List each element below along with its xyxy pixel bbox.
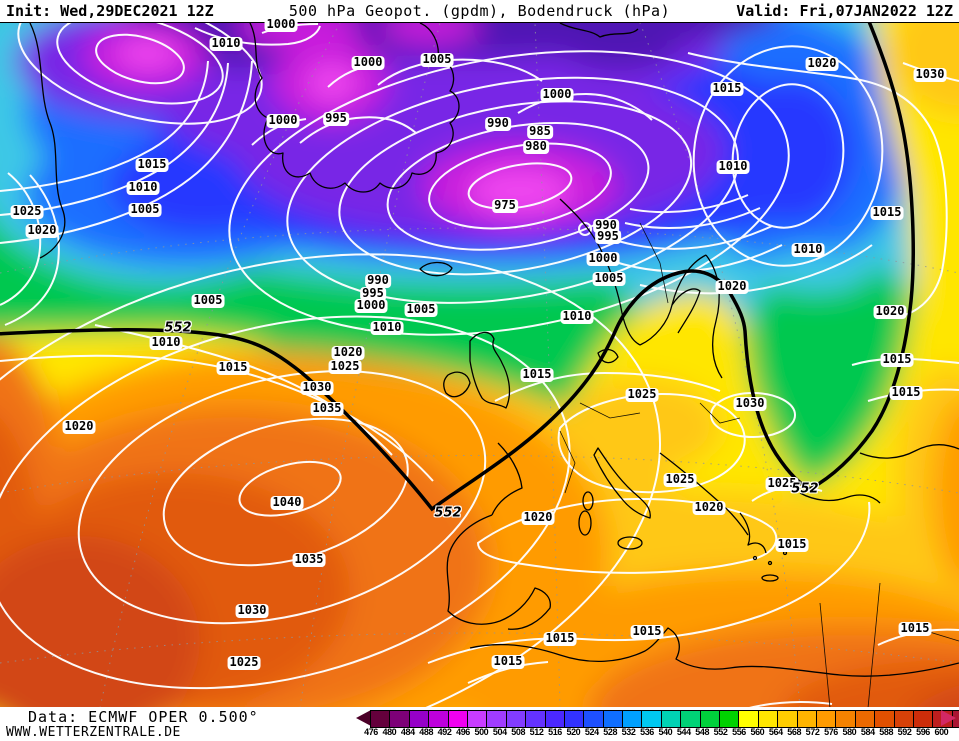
colorbar-tick-label: 520 xyxy=(566,727,581,737)
colorbar-box xyxy=(661,711,682,727)
colorbar-tick-label: 528 xyxy=(603,727,618,737)
colorbar-tick-label: 508 xyxy=(511,727,526,737)
colorbar-arrow-left-icon xyxy=(356,710,371,726)
data-source-label: Data: ECMWF OPER 0.500° xyxy=(28,708,259,726)
colorbar-box xyxy=(584,711,604,727)
colorbar-tick-label: 532 xyxy=(621,727,636,737)
colorbar-tick-label: 596 xyxy=(916,727,930,737)
colorbar-box xyxy=(778,711,798,727)
colorbar-box xyxy=(487,711,507,727)
colorbar-arrow-right-icon xyxy=(941,710,956,726)
colorbar-tick-label: 476 xyxy=(364,727,378,737)
colorbar-tick-label: 584 xyxy=(860,727,875,737)
colorbar-tick-label: 500 xyxy=(474,727,489,737)
colorbar-tick-label: 588 xyxy=(879,727,894,737)
colorbar-box xyxy=(526,711,546,727)
colorbar-box xyxy=(913,711,934,727)
colorbar-tick-label: 488 xyxy=(419,727,434,737)
colorbar-box xyxy=(642,711,662,727)
colorbar-box xyxy=(467,711,488,727)
colorbar-box xyxy=(797,711,817,727)
colorbar-boxes xyxy=(370,710,959,728)
colorbar-box xyxy=(875,711,895,727)
colorbar-tick-label: 560 xyxy=(750,727,765,737)
colorbar-tick-label: 536 xyxy=(640,727,654,737)
coastlines xyxy=(29,23,959,677)
colorbar-box xyxy=(816,711,837,727)
colorbar-box xyxy=(429,711,449,727)
colorbar-tick-label: 568 xyxy=(787,727,802,737)
colorbar-tick-label: 512 xyxy=(529,727,544,737)
colorbar-tick-label: 564 xyxy=(768,727,783,737)
colorbar-box xyxy=(390,711,410,727)
colorbar-box xyxy=(681,711,701,727)
chart-title: 500 hPa Geopot. (gpdm), Bodendruck (hPa) xyxy=(288,2,671,20)
colorbar-tick-label: 544 xyxy=(676,727,691,737)
colorbar-tick-label: 484 xyxy=(400,727,415,737)
colorbar-ticks: 476 480 484 488 492 496 500 504 508 512 516 520 524 5… xyxy=(356,727,956,739)
map-graphic xyxy=(0,23,959,708)
colorbar-box xyxy=(739,711,759,727)
colorbar-tick-label: 548 xyxy=(695,727,710,737)
colorbar-tick-label: 480 xyxy=(382,727,397,737)
colorbar-tick-label: 572 xyxy=(805,727,820,737)
colorbar-tick-label: 556 xyxy=(732,727,746,737)
colorbar-box xyxy=(545,711,565,727)
colorbar-tick-label: 492 xyxy=(437,727,452,737)
colorbar-tick-label: 552 xyxy=(713,727,728,737)
colorbar-legend: 476 480 484 488 492 496 500 504 508 512 516 520 524 5… xyxy=(356,710,959,740)
colorbar-box xyxy=(371,711,391,727)
colorbar-box xyxy=(506,711,527,727)
colorbar-box xyxy=(720,711,740,727)
colorbar-tick-label: 516 xyxy=(548,727,562,737)
colorbar-box xyxy=(564,711,585,727)
isobar-contours xyxy=(0,23,959,708)
colorbar-box xyxy=(603,711,624,727)
valid-time-label: Valid: Fri,07JAN2022 12Z xyxy=(736,2,953,20)
colorbar-box xyxy=(855,711,876,727)
colorbar-tick-label: 504 xyxy=(492,727,507,737)
colorbar-tick-label: 524 xyxy=(584,727,599,737)
footer-bar: Data: ECMWF OPER 0.500° WWW.WETTERZENTRA… xyxy=(0,707,959,741)
colorbar-box xyxy=(836,711,856,727)
colorbar-box xyxy=(409,711,430,727)
colorbar-box xyxy=(700,711,721,727)
colorbar-tick-label: 496 xyxy=(456,727,470,737)
weather-map xyxy=(0,22,959,708)
colorbar-tick-label: 592 xyxy=(897,727,912,737)
colorbar-tick-label: 580 xyxy=(842,727,857,737)
init-time-label: Init: Wed,29DEC2021 12Z xyxy=(6,2,214,20)
colorbar-tick-label: 600 xyxy=(934,727,949,737)
colorbar-tick-label: 540 xyxy=(658,727,673,737)
colorbar-box xyxy=(448,711,468,727)
colorbar-box xyxy=(894,711,914,727)
header-bar: Init: Wed,29DEC2021 12Z 500 hPa Geopot. … xyxy=(0,0,959,22)
website-label: WWW.WETTERZENTRALE.DE xyxy=(6,725,181,740)
colorbar-tick-label: 576 xyxy=(824,727,838,737)
colorbar-box xyxy=(758,711,779,727)
colorbar-box xyxy=(623,711,643,727)
